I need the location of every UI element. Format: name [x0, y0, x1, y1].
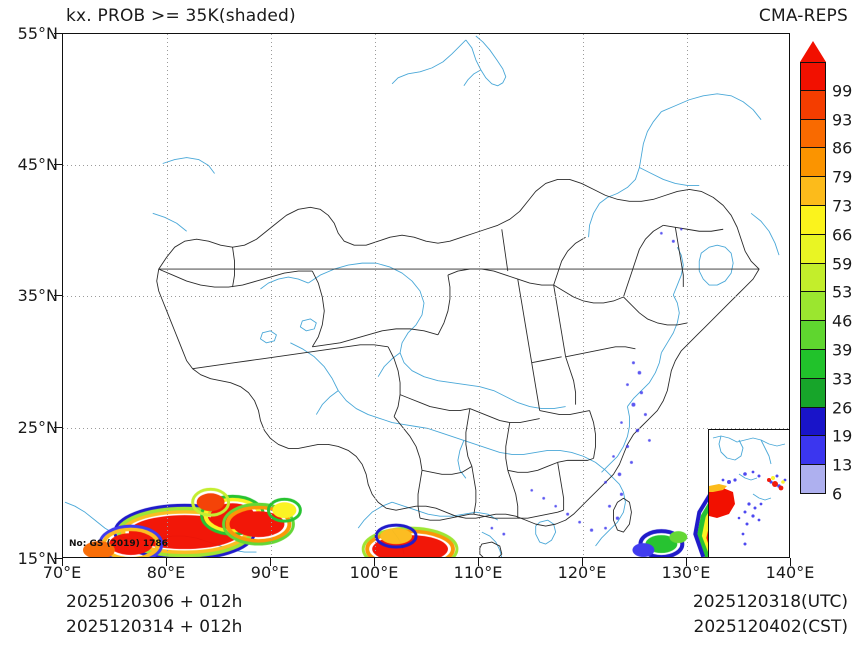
colorbar-band-33: [800, 349, 826, 379]
gridline-vertical: [271, 34, 272, 557]
colorbar-band-53: [800, 263, 826, 293]
colorbar-tick-label: 19: [832, 426, 853, 446]
x-tick: [686, 558, 687, 566]
page-title: kx. PROB >= 35K(shaded): [66, 6, 296, 26]
x-axis-label: 100°E: [349, 563, 399, 582]
gridline-horizontal: [63, 165, 789, 166]
x-axis-label: 70°E: [42, 563, 82, 582]
gridline-horizontal: [63, 296, 789, 297]
x-tick: [582, 558, 583, 566]
y-axis-label: 15°N: [17, 549, 58, 568]
x-axis-label: 120°E: [557, 563, 607, 582]
colorbar-tick-label: 46: [832, 311, 853, 331]
colorbar-band-99: [800, 62, 826, 91]
y-tick: [54, 295, 62, 296]
colorbar-band-86: [800, 119, 826, 149]
x-tick: [270, 558, 271, 566]
colorbar-band-26: [800, 378, 826, 408]
map-plot-area[interactable]: No: GS (2019) 1786: [62, 33, 790, 558]
y-tick: [54, 427, 62, 428]
colorbar-tick-label: 39: [832, 340, 853, 360]
x-tick: [62, 558, 63, 566]
model-label: CMA-REPS: [758, 6, 848, 26]
colorbar-tick-label: 99: [832, 81, 853, 101]
colorbar-tick-label: 59: [832, 254, 853, 274]
colorbar-tick-label: 73: [832, 196, 853, 216]
colorbar-band-6: [800, 465, 826, 494]
colorbar-tick-label: 93: [832, 110, 853, 130]
colorbar-tick-label: 26: [832, 398, 853, 418]
colorbar-band-66: [800, 205, 826, 235]
colorbar-band-13: [800, 436, 826, 466]
gridline-horizontal: [63, 428, 789, 429]
y-axis-label: 35°N: [17, 286, 58, 305]
y-tick: [54, 33, 62, 34]
colorbar-tick-label: 79: [832, 167, 853, 187]
colorbar-band-19: [800, 407, 826, 437]
colorbar-band-39: [800, 321, 826, 350]
init-time-utc: 2025120306 + 012h: [66, 592, 243, 612]
valid-time-cst: 2025120402(CST): [693, 617, 848, 637]
x-tick: [478, 558, 479, 566]
gridline-vertical: [375, 34, 376, 557]
gridline-vertical: [479, 34, 480, 557]
y-axis-label: 55°N: [17, 24, 58, 43]
copyright-watermark: No: GS (2019) 1786: [69, 539, 168, 549]
gridline-vertical: [687, 34, 688, 557]
colorbar-extend-bottom: [800, 495, 826, 516]
x-axis-label: 140°E: [765, 563, 815, 582]
colorbar-extend-top: [800, 41, 826, 62]
colorbar-band-79: [800, 148, 826, 178]
y-tick: [54, 558, 62, 559]
colorbar-band-93: [800, 90, 826, 120]
colorbar-tick-label: 53: [832, 282, 853, 302]
x-axis-label: 80°E: [146, 563, 186, 582]
colorbar-tick-label: 33: [832, 369, 853, 389]
colorbar-tick-label: 86: [832, 138, 853, 158]
south-china-sea-inset-map[interactable]: [708, 429, 789, 557]
y-axis-label: 45°N: [17, 155, 58, 174]
y-tick: [54, 164, 62, 165]
gridline-vertical: [167, 34, 168, 557]
colorbar-tick-label: 66: [832, 225, 853, 245]
colorbar-band-73: [800, 177, 826, 206]
x-axis-label: 110°E: [453, 563, 503, 582]
colorbar-band-46: [800, 292, 826, 322]
colorbar-band-59: [800, 234, 826, 264]
y-axis-label: 25°N: [17, 418, 58, 437]
x-tick: [790, 558, 791, 566]
valid-time-utc: 2025120318(UTC): [692, 592, 848, 612]
init-time-cst: 2025120314 + 012h: [66, 617, 243, 637]
x-tick: [374, 558, 375, 566]
colorbar-tick-label: 13: [832, 455, 853, 475]
x-axis-label: 130°E: [661, 563, 711, 582]
x-axis-label: 90°E: [250, 563, 290, 582]
x-tick: [166, 558, 167, 566]
colorbar[interactable]: [800, 62, 826, 494]
gridline-vertical: [583, 34, 584, 557]
colorbar-tick-label: 6: [832, 484, 843, 504]
